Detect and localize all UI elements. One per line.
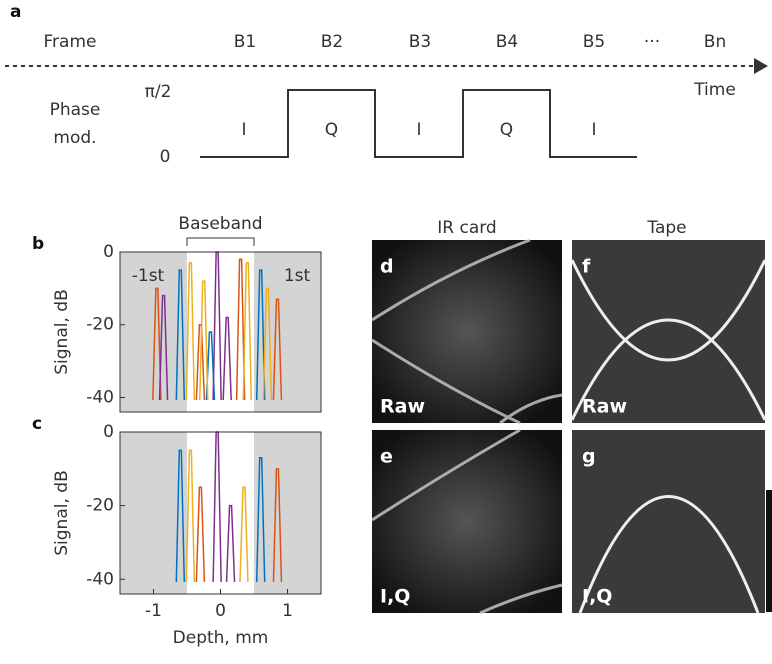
- peak: [222, 316, 232, 401]
- image-label: d: [380, 256, 394, 278]
- peak: [272, 298, 283, 401]
- y-tick-label: -20: [86, 496, 114, 516]
- peak: [195, 323, 206, 401]
- image-label: e: [380, 446, 393, 468]
- image-feature: [371, 428, 563, 615]
- y-axis-label: Signal, dB: [52, 470, 72, 555]
- peak: [175, 269, 186, 401]
- peak: [175, 449, 186, 583]
- panel-label: a: [10, 2, 21, 22]
- image-label: g: [582, 446, 596, 468]
- annotation: -1st: [132, 266, 165, 286]
- peak: [225, 504, 236, 583]
- y-tick-label: 0: [103, 422, 114, 442]
- peak: [199, 280, 209, 401]
- y-axis-label: Signal, dB: [52, 289, 72, 374]
- y-tick-label: 0: [103, 242, 114, 262]
- peak: [158, 294, 169, 401]
- x-tick-label: 1: [282, 601, 293, 621]
- image-caption: Raw: [380, 396, 425, 418]
- y-tick-label: -20: [86, 315, 114, 335]
- peak: [185, 449, 196, 583]
- image: [372, 240, 562, 423]
- annotation: 1st: [284, 266, 311, 286]
- segment-label: Q: [325, 120, 338, 140]
- peak: [235, 258, 246, 401]
- peak: [185, 262, 196, 401]
- image-feature: [371, 238, 563, 425]
- panel-label: b: [32, 234, 44, 254]
- frame-label: Bn: [704, 32, 726, 52]
- segment-label: I: [416, 120, 421, 140]
- image-panels: [371, 238, 772, 615]
- image-caption: I,Q: [582, 586, 612, 608]
- baseband-shade: [254, 432, 321, 594]
- level-label: π/2: [145, 82, 172, 102]
- frame-label: B3: [409, 32, 431, 52]
- image-feature: [578, 495, 760, 614]
- column-title: IR card: [437, 218, 496, 238]
- peak: [255, 457, 266, 583]
- column-title: Tape: [646, 218, 686, 238]
- peak: [239, 486, 249, 583]
- bracket: [186, 237, 255, 246]
- frame-label: B1: [234, 32, 256, 52]
- segment-label: Q: [500, 120, 513, 140]
- peak: [205, 331, 216, 401]
- y-tick-label: -40: [86, 387, 114, 407]
- y-tick-label: -40: [86, 569, 114, 589]
- annotation: Baseband: [178, 214, 262, 234]
- image: [572, 430, 765, 613]
- segment-label: I: [591, 120, 596, 140]
- image-feature: [570, 259, 767, 421]
- frame-label: B5: [583, 32, 605, 52]
- panel-label: c: [32, 414, 42, 434]
- image: [572, 240, 765, 423]
- image-caption: I,Q: [380, 586, 410, 608]
- peak: [242, 262, 253, 401]
- frame-label: B4: [496, 32, 518, 52]
- frame-label: ···: [644, 32, 660, 52]
- peak: [152, 287, 162, 401]
- image-label: f: [582, 256, 591, 278]
- time-label: Time: [693, 80, 736, 100]
- level-label: 0: [160, 147, 171, 167]
- peak: [195, 486, 206, 583]
- baseband-shade: [120, 432, 187, 594]
- x-axis-label: Depth, mm: [173, 628, 269, 648]
- image-caption: Raw: [582, 396, 627, 418]
- peak: [212, 251, 222, 401]
- mod-label: Phase: [50, 100, 101, 120]
- x-tick-label: -1: [145, 601, 162, 621]
- row-label: Frame: [44, 32, 97, 52]
- x-tick-label: 0: [215, 601, 226, 621]
- mod-label: mod.: [53, 128, 96, 148]
- frame-label: B2: [321, 32, 343, 52]
- waveform: [200, 89, 637, 158]
- scale-bar: [766, 490, 772, 612]
- segment-label: I: [241, 120, 246, 140]
- peak: [272, 468, 283, 583]
- peak: [255, 269, 266, 401]
- peak: [212, 431, 222, 583]
- peak: [262, 287, 273, 401]
- plot-frame: [119, 251, 322, 413]
